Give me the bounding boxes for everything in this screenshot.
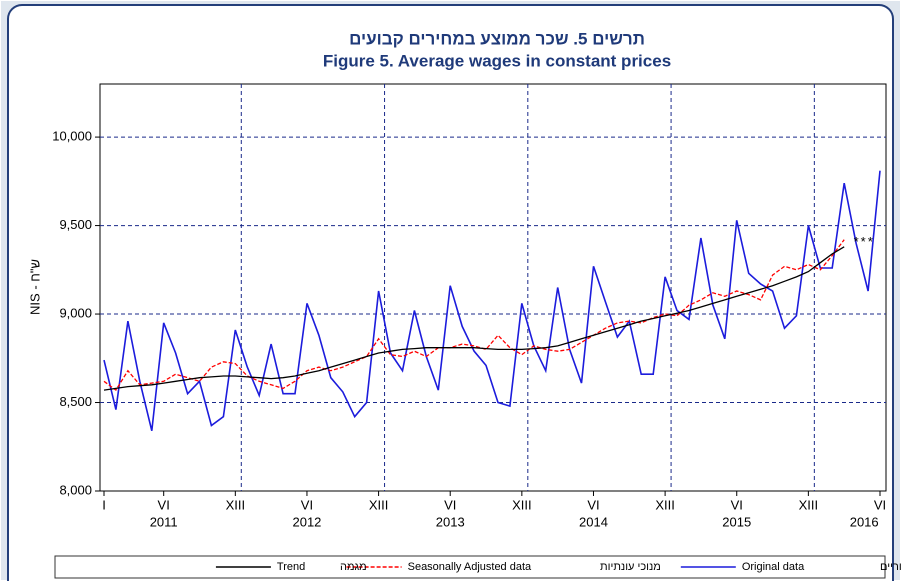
y-tick-label: 8,500	[59, 394, 92, 409]
title-hebrew: תרשים 5. שכר ממוצע במחירים קבועים	[349, 29, 645, 48]
series-line	[103, 246, 845, 391]
x-tick-label: XIII	[512, 497, 532, 512]
x-tick-label: VI	[587, 497, 599, 512]
annotation: ***	[854, 234, 875, 249]
x-tick-label: XIII	[799, 497, 819, 512]
x-tick-label: VI	[731, 497, 743, 512]
legend-label-he: מנוכי עונתיות	[600, 561, 661, 573]
series-line	[103, 170, 881, 431]
year-label: 2012	[292, 514, 321, 529]
x-tick-label: XIII	[655, 497, 675, 512]
x-tick-label: VI	[158, 497, 170, 512]
legend-label: Original data	[742, 561, 805, 573]
year-label: 2014	[579, 514, 608, 529]
year-label: 2013	[436, 514, 465, 529]
x-tick-label: VI	[301, 497, 313, 512]
y-tick-label: 9,500	[59, 217, 92, 232]
x-tick-label: XIII	[369, 497, 389, 512]
chart-title: Figure 5. Average wages in constant pric…	[323, 51, 671, 70]
year-label: 2011	[150, 514, 178, 529]
x-tick-label: XIII	[226, 497, 246, 512]
y-tick-label: 8,000	[59, 482, 92, 497]
legend-label: Seasonally Adjusted data	[408, 561, 532, 573]
x-tick-label: VI	[874, 497, 886, 512]
y-tick-label: 10,000	[52, 129, 92, 144]
x-tick-label: VI	[444, 497, 456, 512]
y-axis-label: NIS - ש"ח	[27, 259, 42, 315]
series-line	[103, 239, 845, 392]
legend-label-he: מגמה	[340, 561, 367, 573]
y-tick-label: 9,000	[59, 305, 92, 320]
legend-label: Trend	[277, 561, 305, 573]
plot-area	[99, 83, 887, 492]
legend-label-he: נתונים מקוריים	[880, 561, 901, 573]
x-tick-label: I	[102, 497, 106, 512]
year-label: 2015	[722, 514, 751, 529]
year-label: 2016	[850, 514, 879, 529]
legend-box	[54, 555, 886, 579]
